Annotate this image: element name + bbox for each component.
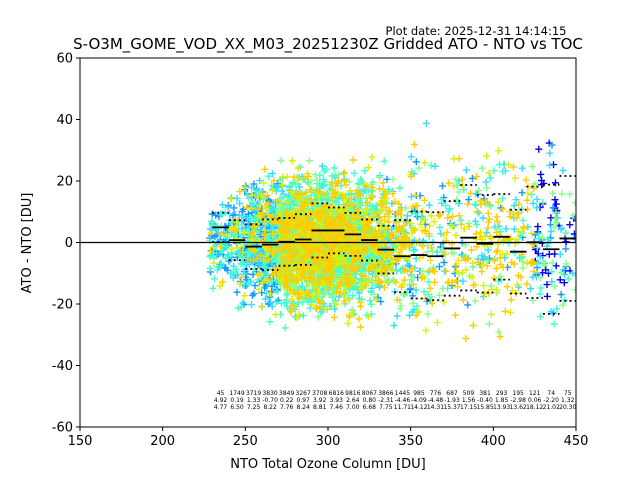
annotation-stds-value: 21.02	[543, 404, 560, 411]
annotation-counts-value: 3708	[312, 390, 327, 397]
annotation-means-value: -4.09	[411, 397, 427, 404]
annotation-counts-value: 687	[446, 390, 458, 397]
annotation-counts-value: 8067	[362, 390, 377, 397]
annotation-counts-value: 509	[463, 390, 475, 397]
annotation-counts-value: 985	[413, 390, 425, 397]
y-tick-label: 40	[56, 113, 73, 128]
annotation-means-value: 1.85	[495, 397, 509, 404]
annotation-counts-value: 776	[430, 390, 442, 397]
annotation-counts-value: 74	[547, 390, 555, 397]
annotation-counts-value: 9816	[345, 390, 360, 397]
annotation-stds-value: 4.77	[214, 404, 228, 411]
annotation-counts-value: 45	[217, 390, 225, 397]
annotation-means-value: -2.31	[378, 397, 394, 404]
annotation-counts-value: 293	[496, 390, 508, 397]
annotation-counts-value: 3719	[246, 390, 261, 397]
x-tick-label: 200	[150, 434, 175, 449]
annotation-stds-value: 7.76	[280, 404, 294, 411]
y-tick-label: -40	[52, 359, 73, 374]
plot-date: Plot date: 2025-12-31 14:14:15	[386, 24, 567, 38]
annotation-means-value: 1.32	[561, 397, 575, 404]
x-axis-label: NTO Total Ozone Column [DU]	[230, 457, 426, 472]
annotation-means-value: 0.97	[297, 397, 311, 404]
annotation-stds-value: 8.24	[297, 404, 311, 411]
annotation-stds-value: 7.25	[247, 404, 261, 411]
annotation-counts-value: 3849	[279, 390, 294, 397]
mean-lines-layer	[80, 175, 576, 315]
annotation-counts-value: 3267	[296, 390, 311, 397]
annotation-stds-value: 8.81	[313, 404, 327, 411]
annotation-stds-value: 7.46	[330, 404, 344, 411]
y-tick-label: -60	[52, 421, 73, 436]
annotation-means-value: 4.92	[214, 397, 228, 404]
annotation-means-value: -2.20	[543, 397, 559, 404]
y-tick-label: 20	[56, 175, 73, 190]
x-axis: 150 200 250 300 350 400 450	[68, 427, 589, 449]
annotation-stds-value: 7.75	[379, 404, 393, 411]
annotation-counts-value: 75	[564, 390, 572, 397]
annotation-counts-value: 121	[529, 390, 541, 397]
annotation-means-value: -2.98	[510, 397, 526, 404]
annotation-stds-value: 6.68	[363, 404, 377, 411]
annotation-means-value: 0.06	[528, 397, 542, 404]
annotation-means-value: 1.56	[462, 397, 476, 404]
y-axis-label: ATO - NTO [DU]	[20, 193, 35, 294]
annotation-counts-value: 1749	[229, 390, 244, 397]
y-tick-label: -20	[52, 298, 73, 313]
annotation-means-value: 3.93	[330, 397, 344, 404]
annotation-means-value: 1.33	[247, 397, 261, 404]
annotation-counts-value: 195	[512, 390, 524, 397]
x-tick-label: 300	[316, 434, 341, 449]
y-axis: -60 -40 -20 0 20 40 60	[52, 52, 80, 436]
annotation-stds-value: 14.31	[427, 404, 444, 411]
annotation-counts-value: 6816	[329, 390, 344, 397]
annotation-stds-value: 20.30	[559, 404, 576, 411]
annotation-counts-value: 3830	[262, 390, 277, 397]
annotation-means-value: 2.64	[346, 397, 360, 404]
annotation-means-value: 0.19	[230, 397, 244, 404]
annotation-stds-value: 13.62	[510, 404, 527, 411]
annotation-counts-value: 3866	[378, 390, 393, 397]
annotation-means-value: -0.70	[262, 397, 278, 404]
annotation-stds-value: 13.93	[493, 404, 510, 411]
annotation-layer: 45 1749 3719 3830 3849 3267 3708 6816 9816 8067 38…	[214, 390, 577, 411]
x-tick-label: 250	[233, 434, 258, 449]
annotation-stds-value: 17.15	[460, 404, 477, 411]
annotation-stds-value: 8.22	[263, 404, 277, 411]
annotation-means-value: -4.48	[428, 397, 444, 404]
annotation-counts-value: 381	[479, 390, 491, 397]
annotation-stds-value: 15.85	[476, 404, 493, 411]
annotation-stds-value: 6.50	[230, 404, 244, 411]
annotation-means-value: -4.46	[395, 397, 411, 404]
x-tick-label: 400	[481, 434, 506, 449]
annotation-stds-value: 7.00	[346, 404, 360, 411]
scatter-point-group	[207, 141, 538, 342]
y-tick-label: 0	[65, 236, 73, 251]
y-tick-label: 60	[56, 52, 73, 67]
annotation-means-value: 0.80	[363, 397, 377, 404]
annotation-means-value: 0.22	[280, 397, 294, 404]
annotation-stds-value: 18.12	[526, 404, 543, 411]
annotation-counts-value: 1445	[395, 390, 410, 397]
annotation-means-value: -0.40	[477, 397, 493, 404]
annotation-means-value: -1.93	[444, 397, 460, 404]
points-layer	[206, 119, 576, 342]
x-tick-label: 150	[68, 434, 93, 449]
chart-title: S-O3M_GOME_VOD_XX_M03_20251230Z Gridded …	[73, 35, 583, 54]
annotation-stds-value: 11.71	[394, 404, 411, 411]
annotation-stds-value: 15.37	[443, 404, 460, 411]
annotation-stds-value: 14.12	[410, 404, 427, 411]
annotation-means-value: 3.92	[313, 397, 327, 404]
x-tick-label: 350	[398, 434, 423, 449]
x-tick-label: 450	[564, 434, 589, 449]
